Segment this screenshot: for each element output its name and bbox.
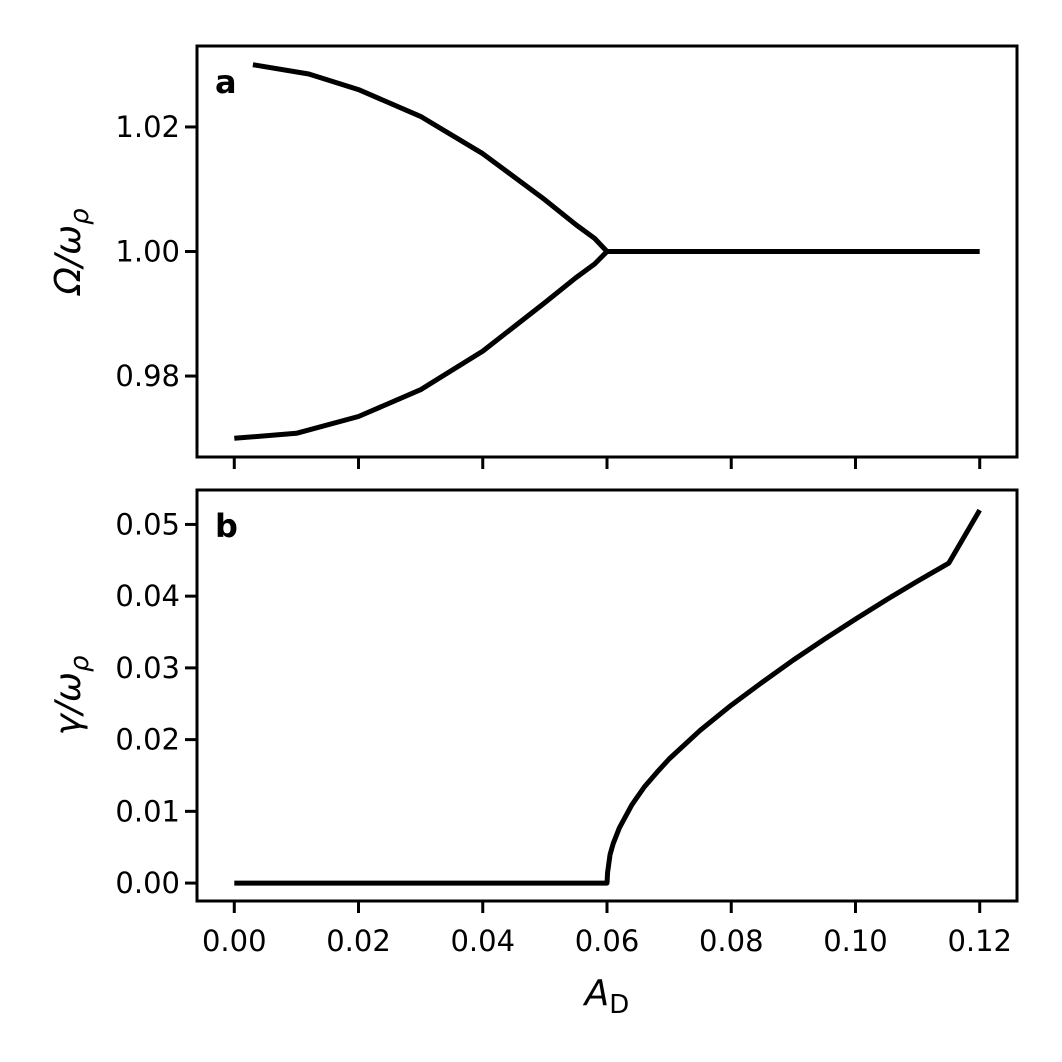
y-tick-label: 0.04 (115, 579, 180, 613)
x-tick-label: 0.00 (202, 924, 267, 958)
panel-label: b (215, 507, 238, 545)
x-tick-label: 0.10 (823, 924, 888, 958)
series-line (234, 508, 982, 886)
panel-a-chart: 0.98 1.00 1.02 a Ω/ωρ (48, 44, 1019, 469)
y-tick-label: 1.02 (115, 110, 180, 144)
series-line (234, 249, 609, 441)
y-tick-label: 1.00 (115, 235, 180, 269)
plot-frame (195, 488, 1019, 903)
y-tick-label: 0.03 (115, 651, 180, 685)
x-axis-label: AD (583, 973, 630, 1020)
y-tick-label: 0.98 (115, 359, 180, 393)
series-line (252, 62, 609, 254)
y-tick-label: 0.00 (115, 866, 180, 900)
panel-label: a (215, 63, 237, 101)
x-tick-label: 0.08 (699, 924, 764, 958)
y-tick-label: 0.01 (115, 794, 180, 828)
x-tick-label: 0.12 (947, 924, 1012, 958)
x-tick-label: 0.04 (450, 924, 515, 958)
panel-b-chart: 0.00 0.01 0.02 0.03 0.04 0.05 0.00 0.02 0.04 0.06… (48, 488, 1019, 1020)
series-group (234, 62, 980, 441)
x-tick-label: 0.06 (575, 924, 640, 958)
x-tick-label: 0.02 (326, 924, 391, 958)
y-axis-label: γ/ωρ (48, 655, 95, 736)
series-group (234, 508, 982, 886)
y-tick-label: 0.05 (115, 507, 180, 541)
y-axis-label: Ω/ωρ (48, 208, 95, 297)
y-tick-label: 0.02 (115, 723, 180, 757)
